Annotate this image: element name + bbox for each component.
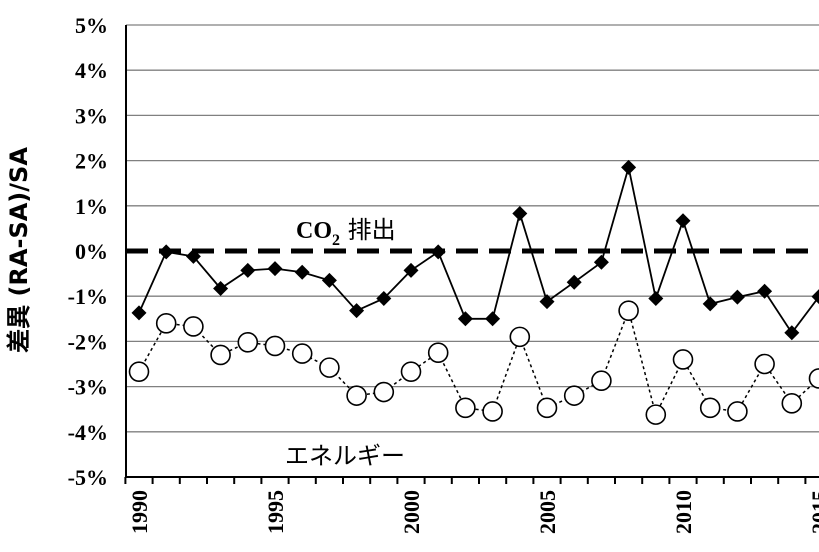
data-point-energy xyxy=(183,316,204,337)
data-point-energy xyxy=(808,368,819,389)
data-point-co2 xyxy=(185,248,201,264)
y-tick-label: 4% xyxy=(75,58,108,83)
data-point-co2 xyxy=(294,264,310,280)
data-point-energy xyxy=(781,393,803,414)
data-point-energy xyxy=(373,381,395,403)
series-label-co2-main: CO xyxy=(296,218,332,244)
data-point-co2 xyxy=(593,254,609,270)
gridlines xyxy=(126,24,819,433)
data-point-energy xyxy=(346,385,367,406)
x-tick-labels: 1990 1995 2000 2005 2010 2015 xyxy=(127,490,819,534)
series-label-co2-sub: 2 xyxy=(332,232,340,249)
data-point-energy xyxy=(727,401,748,422)
y-tick-label: 3% xyxy=(75,103,108,128)
data-point-energy xyxy=(536,397,558,419)
data-point-co2 xyxy=(321,272,337,288)
series-co2 xyxy=(131,159,819,341)
data-point-energy xyxy=(618,300,639,321)
data-point-co2 xyxy=(621,159,637,175)
data-point-co2 xyxy=(784,325,800,341)
x-tick-label: 2015 xyxy=(807,490,819,534)
data-point-energy xyxy=(591,370,612,392)
data-point-co2 xyxy=(240,262,256,278)
data-point-co2 xyxy=(403,262,419,278)
axes xyxy=(124,25,819,484)
series-group xyxy=(128,159,819,425)
data-point-energy xyxy=(291,343,313,364)
series-label-co2-rest: 排出 xyxy=(340,216,396,244)
data-point-energy xyxy=(400,361,422,382)
data-point-co2 xyxy=(811,289,819,305)
data-point-co2 xyxy=(376,290,392,306)
x-tick-label: 2000 xyxy=(399,490,424,534)
data-point-co2 xyxy=(267,261,283,277)
y-tick-label: -5% xyxy=(68,465,108,490)
data-point-energy xyxy=(237,332,259,353)
data-point-co2 xyxy=(702,296,718,312)
data-point-co2 xyxy=(648,290,664,306)
data-point-energy xyxy=(455,397,476,419)
data-point-co2 xyxy=(512,205,528,221)
data-point-energy xyxy=(563,385,585,406)
data-point-energy xyxy=(319,357,340,378)
data-point-energy xyxy=(699,397,721,419)
series-energy xyxy=(128,300,819,425)
y-tick-label: 1% xyxy=(75,194,108,219)
data-point-co2 xyxy=(729,289,745,305)
data-point-co2 xyxy=(675,213,691,229)
data-point-energy xyxy=(672,349,694,370)
y-tick-label: 0% xyxy=(75,239,108,264)
data-point-co2 xyxy=(430,244,446,260)
y-axis-title: 差異 (RA-SA)/SA xyxy=(5,147,33,353)
data-point-co2 xyxy=(457,311,473,327)
series-label-energy: エネルギー xyxy=(285,442,405,470)
x-tick-label: 1995 xyxy=(263,490,288,534)
data-point-energy xyxy=(155,313,177,334)
data-point-co2 xyxy=(213,281,229,297)
data-point-co2 xyxy=(566,274,582,290)
data-point-co2 xyxy=(485,311,501,327)
data-point-co2 xyxy=(158,244,174,260)
x-tick-label: 2005 xyxy=(535,490,560,534)
y-tick-label: 2% xyxy=(75,149,108,174)
data-point-energy xyxy=(427,342,449,364)
x-tick-label: 2010 xyxy=(671,490,696,534)
data-point-co2 xyxy=(131,305,147,321)
y-tick-label: -4% xyxy=(68,420,108,445)
data-point-energy xyxy=(754,353,775,375)
y-tick-label: 5% xyxy=(75,13,108,38)
data-point-co2 xyxy=(539,294,555,310)
data-point-energy xyxy=(264,335,286,357)
y-tick-label: -1% xyxy=(68,284,108,309)
data-point-energy xyxy=(509,326,531,348)
y-tick-label: -2% xyxy=(68,329,108,354)
series-label-co2: CO2 排出 xyxy=(296,216,396,249)
x-tick-label: 1990 xyxy=(127,490,152,534)
data-point-energy xyxy=(210,344,231,366)
data-point-energy xyxy=(128,361,150,382)
data-point-energy xyxy=(645,404,667,425)
data-point-co2 xyxy=(349,303,365,319)
y-tick-labels: -5% -4% -3% -2% -1% 0% 1% 2% 3% 4% 5% xyxy=(68,13,108,490)
y-tick-label: -3% xyxy=(68,375,108,400)
data-point-energy xyxy=(482,401,503,422)
data-point-co2 xyxy=(757,283,773,299)
series-line-energy xyxy=(138,308,819,417)
